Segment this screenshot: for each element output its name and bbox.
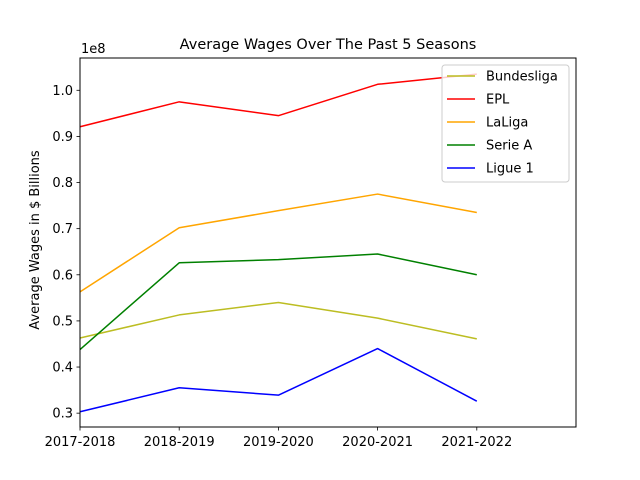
- series-line-4: [79, 347, 478, 413]
- y-tick-label: 0.3: [52, 407, 73, 422]
- legend-label: Bundesliga: [486, 70, 558, 85]
- y-tick-label: 0.5: [52, 314, 73, 329]
- y-tick-label: 0.8: [52, 176, 73, 191]
- x-tick-label: 2021-2022: [441, 435, 512, 450]
- chart-title: Average Wages Over The Past 5 Seasons: [180, 37, 477, 53]
- legend-label: Ligue 1: [486, 162, 534, 177]
- y-tick-label: 1.0: [52, 84, 73, 99]
- legend-box: [441, 64, 570, 183]
- legend-label: EPL: [486, 93, 510, 108]
- y-tick-label: 0.7: [52, 222, 73, 237]
- series-line-2: [79, 193, 477, 293]
- x-tick-label: 2018-2019: [144, 435, 215, 450]
- plot-frame: [79, 57, 577, 428]
- x-tick-label: 2019-2020: [243, 435, 314, 450]
- x-tick-label: 2017-2018: [45, 435, 116, 450]
- legend: Bundesliga EPL LaLiga Serie A Ligue 1: [441, 64, 570, 183]
- y-tick-label: 0.6: [52, 268, 73, 283]
- axis-ticks: 2017-2018 2018-2019 2019-2020 2020-2021 2021…: [45, 84, 513, 450]
- series-line-1: [79, 73, 477, 128]
- y-tick-label: 0.9: [52, 130, 73, 145]
- series-lines: [79, 73, 478, 413]
- legend-label: Serie A: [486, 139, 532, 154]
- x-tick-label: 2020-2021: [342, 435, 413, 450]
- series-line-0: [79, 301, 477, 340]
- y-offset-label: 1e8: [81, 42, 106, 57]
- y-axis-title: Average Wages in $ Billions: [28, 150, 43, 330]
- y-tick-label: 0.4: [52, 361, 73, 376]
- legend-label: LaLiga: [486, 116, 528, 131]
- series-line-3: [79, 253, 477, 351]
